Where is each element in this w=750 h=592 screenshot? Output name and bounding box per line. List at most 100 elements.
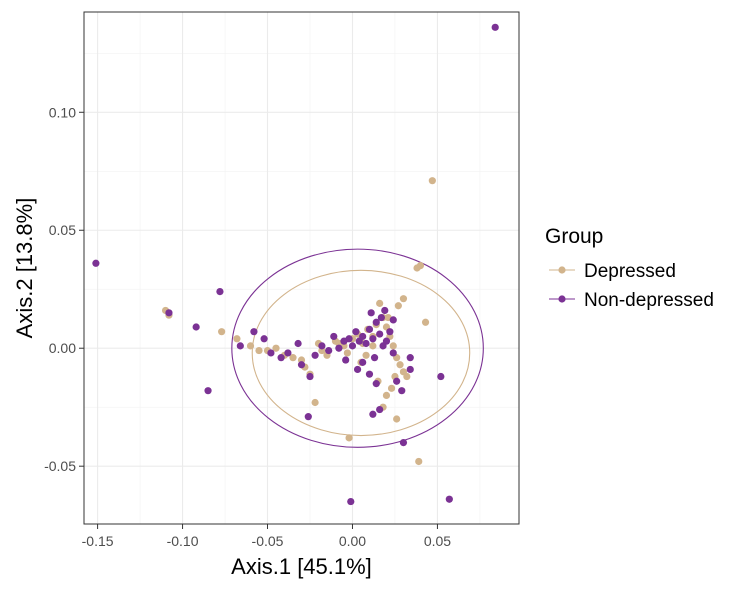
- data-point-non-depressed: [367, 309, 375, 317]
- legend-label-depressed: Depressed: [584, 261, 676, 282]
- data-point-non-depressed: [437, 372, 445, 381]
- data-point-depressed: [413, 264, 421, 272]
- x-axis-title: Axis.1 [45.1%]: [231, 554, 372, 579]
- data-point-depressed: [255, 346, 263, 355]
- data-point-non-depressed: [372, 380, 380, 388]
- data-point-non-depressed: [406, 365, 414, 374]
- data-point-non-depressed: [165, 309, 173, 317]
- data-point-non-depressed: [377, 313, 385, 322]
- data-point-depressed: [382, 391, 391, 400]
- data-point-non-depressed: [369, 335, 377, 343]
- data-point-non-depressed: [347, 497, 355, 506]
- x-tick-label: 0.05: [424, 533, 451, 549]
- data-point-non-depressed: [398, 387, 406, 395]
- data-point-non-depressed: [353, 365, 362, 374]
- x-tick-label: -0.10: [167, 533, 199, 549]
- data-point-depressed: [233, 335, 241, 343]
- data-point-non-depressed: [330, 332, 338, 341]
- ellipse-layer: [231, 248, 484, 448]
- y-tick-label: 0.05: [49, 222, 76, 238]
- y-tick-label: 0.10: [49, 104, 76, 120]
- data-point-non-depressed: [389, 316, 397, 324]
- confidence-ellipse-non-depressed: [231, 248, 484, 448]
- data-point-non-depressed: [294, 339, 302, 348]
- data-point-depressed: [289, 354, 297, 362]
- data-point-non-depressed: [306, 372, 314, 381]
- data-point-non-depressed: [359, 332, 367, 341]
- data-point-non-depressed: [406, 354, 414, 362]
- data-point-depressed: [421, 318, 430, 326]
- data-point-non-depressed: [386, 328, 394, 336]
- data-point-depressed: [387, 384, 396, 392]
- data-point-depressed: [345, 434, 353, 442]
- data-point-non-depressed: [365, 370, 374, 378]
- legend-key-point-depressed: [558, 266, 566, 274]
- data-point-non-depressed: [92, 259, 100, 267]
- data-point-non-depressed: [311, 351, 319, 359]
- data-point-depressed: [246, 342, 255, 350]
- data-point-non-depressed: [342, 356, 350, 364]
- data-point-non-depressed: [345, 335, 353, 343]
- data-point-non-depressed: [359, 358, 367, 366]
- data-point-non-depressed: [399, 438, 408, 447]
- data-point-non-depressed: [376, 330, 384, 338]
- data-point-non-depressed: [352, 328, 360, 336]
- y-tick-label: -0.05: [44, 458, 76, 474]
- data-point-depressed: [218, 328, 226, 336]
- data-point-depressed: [393, 415, 401, 423]
- data-point-non-depressed: [376, 405, 384, 414]
- data-point-non-depressed: [369, 410, 377, 418]
- legend-items: Depressed Non-depressed: [549, 261, 714, 311]
- data-point-depressed: [403, 372, 411, 381]
- data-point-non-depressed: [304, 413, 312, 421]
- data-point-non-depressed: [236, 342, 244, 350]
- legend: Group Depressed Non-depressed: [545, 225, 714, 311]
- data-point-non-depressed: [250, 328, 258, 336]
- legend-label-non-depressed: Non-depressed: [584, 290, 714, 311]
- data-point-depressed: [428, 177, 436, 185]
- data-point-non-depressed: [365, 325, 374, 333]
- data-point-non-depressed: [362, 339, 370, 348]
- data-point-depressed: [343, 349, 351, 357]
- data-point-depressed: [394, 302, 402, 310]
- data-point-non-depressed: [204, 387, 212, 395]
- confidence-ellipse-depressed: [251, 269, 471, 437]
- data-point-depressed: [399, 295, 408, 303]
- x-tick-label: -0.05: [252, 533, 284, 549]
- data-point-non-depressed: [445, 495, 453, 503]
- legend-key-point-non-depressed: [558, 295, 566, 303]
- data-point-depressed: [396, 361, 404, 369]
- y-axis-title: Axis.2 [13.8%]: [12, 198, 37, 339]
- legend-title: Group: [545, 225, 603, 248]
- data-point-non-depressed: [297, 361, 306, 369]
- data-point-non-depressed: [382, 337, 391, 345]
- data-point-non-depressed: [381, 306, 389, 315]
- data-point-depressed: [389, 342, 397, 350]
- data-point-non-depressed: [260, 335, 268, 343]
- x-tick-label: 0.00: [339, 533, 366, 549]
- data-point-non-depressed: [318, 342, 326, 350]
- data-point-non-depressed: [284, 349, 292, 357]
- data-point-non-depressed: [192, 323, 200, 331]
- data-point-non-depressed: [491, 23, 499, 31]
- x-tick-label: -0.15: [82, 533, 114, 549]
- points-layer: [92, 23, 499, 506]
- panel-border: [83, 11, 520, 525]
- data-point-non-depressed: [277, 354, 285, 362]
- data-point-non-depressed: [267, 349, 275, 357]
- data-point-depressed: [362, 351, 370, 359]
- data-point-depressed: [415, 457, 423, 466]
- y-tick-label: 0.00: [49, 340, 76, 356]
- data-point-non-depressed: [393, 377, 401, 385]
- data-point-non-depressed: [348, 342, 357, 350]
- grid-layer: [84, 12, 519, 524]
- data-point-non-depressed: [372, 318, 380, 326]
- data-point-depressed: [311, 398, 319, 407]
- data-point-depressed: [369, 342, 377, 350]
- data-point-non-depressed: [389, 349, 397, 357]
- data-point-non-depressed: [216, 287, 224, 296]
- data-point-non-depressed: [370, 354, 379, 362]
- ticks-layer: -0.15 -0.10 -0.05 0.00 0.05 -0.05 0.00 0.05 0.10: [44, 104, 451, 549]
